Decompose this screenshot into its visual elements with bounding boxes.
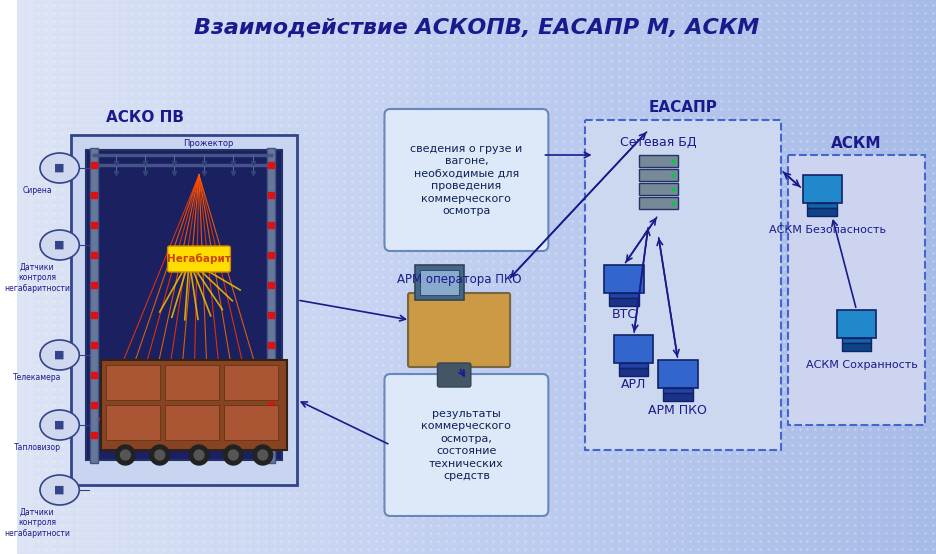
FancyBboxPatch shape: [664, 388, 693, 393]
FancyArrowPatch shape: [832, 220, 856, 307]
FancyBboxPatch shape: [385, 374, 548, 516]
FancyBboxPatch shape: [168, 246, 230, 272]
Text: АСКМ: АСКМ: [831, 136, 882, 151]
FancyArrowPatch shape: [546, 152, 590, 158]
Text: Негабарит: Негабарит: [167, 254, 231, 264]
Text: Взаимодействие АСКОПВ, ЕАСАПР М, АСКМ: Взаимодействие АСКОПВ, ЕАСАПР М, АСКМ: [194, 18, 759, 38]
FancyBboxPatch shape: [224, 365, 277, 400]
Text: ЕАСАПР: ЕАСАПР: [649, 100, 717, 115]
FancyBboxPatch shape: [385, 109, 548, 251]
Circle shape: [121, 450, 130, 460]
Text: ■: ■: [54, 420, 65, 430]
FancyBboxPatch shape: [841, 338, 871, 343]
Text: Тапловизор: Тапловизор: [13, 443, 61, 452]
FancyBboxPatch shape: [106, 365, 160, 400]
FancyBboxPatch shape: [837, 310, 876, 338]
FancyArrowPatch shape: [459, 370, 464, 376]
FancyBboxPatch shape: [614, 335, 653, 363]
FancyBboxPatch shape: [605, 265, 644, 293]
Text: АРМ ПКО: АРМ ПКО: [649, 403, 708, 417]
FancyArrowPatch shape: [633, 228, 648, 330]
FancyBboxPatch shape: [415, 265, 464, 300]
FancyBboxPatch shape: [90, 148, 98, 463]
Circle shape: [150, 445, 169, 465]
FancyArrowPatch shape: [510, 134, 645, 278]
Text: ■: ■: [54, 163, 65, 173]
Circle shape: [258, 450, 268, 460]
Text: результаты
коммерческого
осмотра,
состояние
технических
средств: результаты коммерческого осмотра, состоя…: [421, 409, 511, 481]
FancyBboxPatch shape: [638, 169, 678, 181]
FancyArrowPatch shape: [300, 300, 405, 321]
Text: ■: ■: [54, 350, 65, 360]
Ellipse shape: [40, 475, 80, 505]
Text: ■: ■: [54, 240, 65, 250]
Text: ВТС: ВТС: [611, 309, 636, 321]
FancyBboxPatch shape: [609, 298, 638, 306]
Ellipse shape: [40, 230, 80, 260]
FancyArrowPatch shape: [657, 239, 678, 357]
FancyBboxPatch shape: [841, 343, 871, 351]
FancyBboxPatch shape: [638, 183, 678, 195]
Circle shape: [189, 445, 209, 465]
Text: Датчики
контроля
негабаритности: Датчики контроля негабаритности: [4, 263, 70, 293]
FancyBboxPatch shape: [619, 368, 649, 376]
FancyArrowPatch shape: [783, 172, 799, 186]
FancyBboxPatch shape: [802, 175, 841, 203]
Ellipse shape: [40, 410, 80, 440]
FancyArrowPatch shape: [626, 217, 657, 261]
Text: сведения о грузе и
вагоне,
необходимые для
проведения
коммерческого
осмотра: сведения о грузе и вагоне, необходимые д…: [410, 144, 522, 216]
Circle shape: [224, 445, 243, 465]
FancyArrowPatch shape: [511, 132, 647, 276]
Text: АРМ оператора ПКО: АРМ оператора ПКО: [397, 274, 521, 286]
FancyBboxPatch shape: [808, 203, 837, 208]
FancyBboxPatch shape: [609, 293, 638, 298]
FancyBboxPatch shape: [585, 120, 781, 450]
FancyBboxPatch shape: [267, 148, 274, 463]
Circle shape: [154, 450, 165, 460]
Circle shape: [115, 445, 135, 465]
FancyBboxPatch shape: [619, 363, 649, 368]
FancyBboxPatch shape: [106, 405, 160, 440]
Text: АСКМ Безопасность: АСКМ Безопасность: [768, 225, 885, 235]
Text: Телекамера: Телекамера: [13, 373, 61, 382]
Circle shape: [253, 445, 272, 465]
FancyArrowPatch shape: [625, 219, 655, 263]
FancyBboxPatch shape: [71, 135, 297, 485]
Text: АСКО ПВ: АСКО ПВ: [106, 110, 184, 126]
Circle shape: [194, 450, 204, 460]
Ellipse shape: [40, 340, 80, 370]
Text: Прожектор: Прожектор: [183, 139, 234, 148]
FancyBboxPatch shape: [86, 150, 283, 460]
FancyArrowPatch shape: [659, 238, 679, 356]
FancyBboxPatch shape: [664, 393, 693, 401]
Text: Сирена: Сирена: [22, 186, 51, 195]
FancyArrowPatch shape: [301, 402, 388, 444]
FancyBboxPatch shape: [165, 365, 219, 400]
Text: Датчики
контроля
негабаритности: Датчики контроля негабаритности: [4, 508, 70, 538]
FancyArrowPatch shape: [784, 173, 800, 187]
Text: АРЛ: АРЛ: [622, 378, 647, 392]
FancyBboxPatch shape: [101, 360, 287, 450]
FancyBboxPatch shape: [638, 155, 678, 167]
FancyBboxPatch shape: [224, 405, 277, 440]
FancyBboxPatch shape: [408, 293, 510, 367]
FancyBboxPatch shape: [420, 270, 459, 295]
FancyBboxPatch shape: [165, 405, 219, 440]
FancyArrowPatch shape: [634, 229, 650, 332]
Circle shape: [228, 450, 239, 460]
Text: АСКМ Сохранность: АСКМ Сохранность: [806, 360, 917, 370]
FancyBboxPatch shape: [638, 197, 678, 209]
Text: ■: ■: [54, 485, 65, 495]
Ellipse shape: [40, 153, 80, 183]
Text: Сетевая БД: Сетевая БД: [620, 136, 696, 148]
FancyBboxPatch shape: [808, 208, 837, 216]
FancyBboxPatch shape: [658, 360, 697, 388]
FancyBboxPatch shape: [788, 155, 925, 425]
FancyBboxPatch shape: [437, 363, 471, 387]
